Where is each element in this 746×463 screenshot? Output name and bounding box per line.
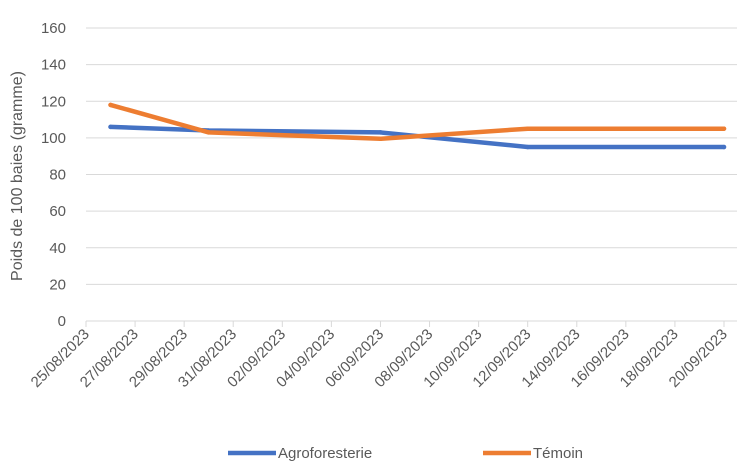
y-tick-label: 20 [49,276,66,293]
legend-label: Agroforesterie [278,445,372,462]
y-tick-label: 60 [49,203,66,220]
y-tick-label: 160 [41,20,66,37]
y-axis-ticks: 0 20 40 60 80 100 120 140 160 [41,20,66,330]
y-tick-label: 40 [49,240,66,257]
y-tick-label: 140 [41,57,66,74]
y-tick-label: 120 [41,93,66,110]
series-lines [108,102,727,150]
legend: Agroforesterie Témoin [228,445,583,462]
data-point [525,144,530,150]
y-tick-label: 100 [41,130,66,147]
data-point [721,144,727,150]
data-point [108,102,113,108]
data-point [206,130,211,135]
data-point [108,124,113,130]
data-point [525,126,530,131]
series-line-2 [108,102,727,142]
y-axis-title: Poids de 100 baies (gramme) [9,71,26,281]
data-point [378,130,383,135]
x-axis-ticks: 25/08/202327/08/202329/08/202331/08/2023… [28,321,731,391]
gridlines [86,27,737,285]
legend-label: Témoin [533,445,583,462]
data-point [378,136,383,141]
y-tick-label: 0 [58,313,66,330]
y-tick-label: 80 [49,167,66,184]
data-point [721,126,727,131]
